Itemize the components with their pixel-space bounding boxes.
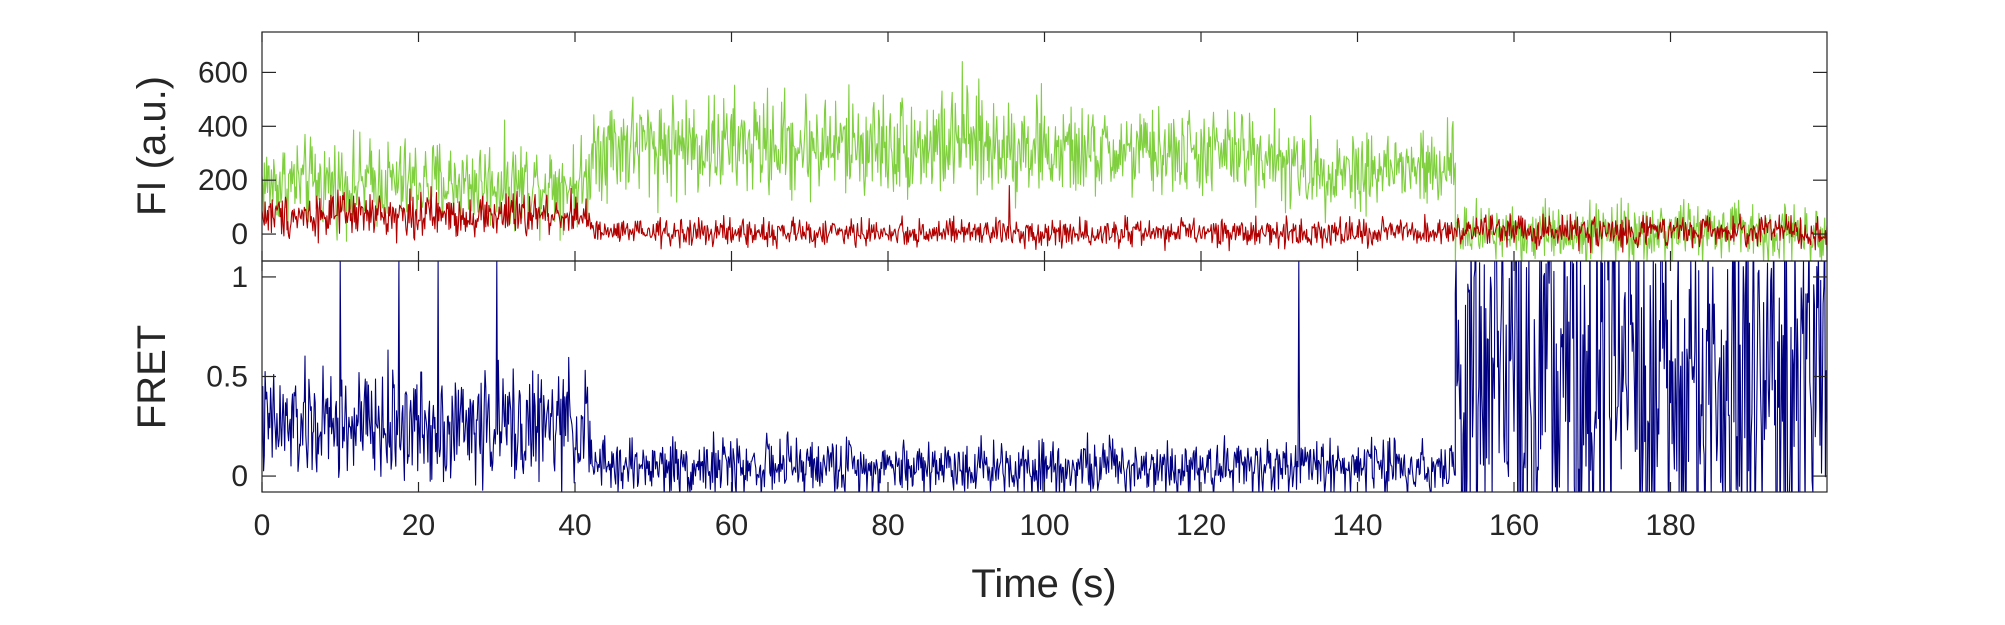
- x-tick-label: 80: [871, 509, 904, 542]
- x-tick-label: 140: [1332, 509, 1382, 542]
- fluorescence-plot-area: [262, 61, 1827, 261]
- fret-trace: [262, 261, 1827, 492]
- fluorescence-y-axis-title: FI (a.u.): [130, 76, 174, 216]
- y-tick-label: 600: [198, 56, 248, 89]
- x-tick-label: 100: [1019, 509, 1069, 542]
- y-tick-label: 200: [198, 164, 248, 197]
- fluorescence-panel: 0 200 400 600 FI (a.u.): [130, 31, 1828, 262]
- time-x-axis-title: Time (s): [971, 562, 1116, 606]
- y-tick-label: 400: [198, 110, 248, 143]
- acceptor-trace: [262, 185, 1827, 254]
- x-tick-label: 60: [715, 509, 748, 542]
- x-tick-label: 160: [1489, 509, 1539, 542]
- fret-y-ticks: 00.51: [206, 261, 1827, 493]
- fluorescence-y-ticks: 0 200 400 600: [198, 32, 1827, 261]
- y-tick-label: 0.5: [206, 361, 248, 394]
- y-tick-label: 1: [231, 261, 248, 294]
- y-tick-label: 0: [231, 460, 248, 493]
- donor-trace: [262, 61, 1827, 261]
- x-tick-label: 180: [1645, 509, 1695, 542]
- fret-y-axis-title: FRET: [130, 325, 174, 429]
- x-tick-label: 120: [1176, 509, 1226, 542]
- fret-x-ticks: 0 20 40 60 80 100 120 140 160 180: [254, 261, 1696, 542]
- x-tick-label: 20: [402, 509, 435, 542]
- fret-panel: 00.51 0 20 40 60 80 100 120 140 160 180 FRET Time…: [130, 260, 1828, 606]
- fret-plot-area: [262, 261, 1827, 492]
- y-tick-label: 0: [231, 218, 248, 251]
- x-tick-label: 40: [558, 509, 591, 542]
- x-tick-label: 0: [254, 509, 271, 542]
